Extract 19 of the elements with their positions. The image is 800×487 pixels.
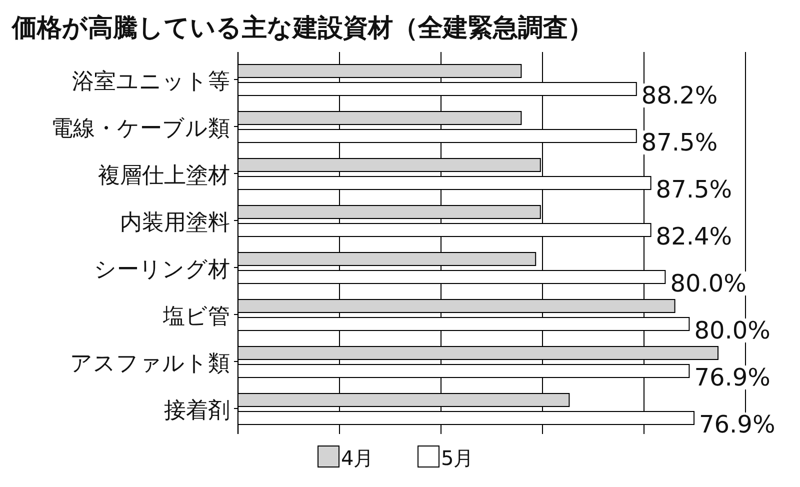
y-tick-label: アスファルト類 bbox=[70, 352, 230, 376]
legend-label: 4月 bbox=[341, 446, 374, 470]
y-tick-label: 複層仕上塗材 bbox=[98, 164, 230, 188]
legend-label: 5月 bbox=[441, 446, 474, 470]
y-tick-label: シーリング材 bbox=[94, 258, 230, 282]
chart-title: 価格が高騰している主な建設資材（全建緊急調査） bbox=[11, 13, 593, 42]
annotation: 80.0% bbox=[694, 316, 770, 344]
annotation: 87.5% bbox=[641, 128, 718, 156]
annotation: 80.0% bbox=[670, 270, 746, 298]
annotation: 88.2% bbox=[641, 82, 718, 110]
y-tick-label: 塩ビ管 bbox=[162, 304, 230, 330]
y-tick-label: 浴室ユニット等 bbox=[72, 70, 230, 94]
annotation: 82.4% bbox=[656, 222, 732, 250]
y-tick-label: 接着剤 bbox=[164, 398, 230, 424]
y-tick-label: 電線・ケーブル類 bbox=[51, 116, 230, 142]
annotation: 76.9% bbox=[699, 410, 776, 438]
annotation: 76.9% bbox=[694, 364, 770, 392]
annotation: 87.5% bbox=[656, 176, 732, 204]
y-tick-label: 内装用塗料 bbox=[120, 210, 230, 236]
